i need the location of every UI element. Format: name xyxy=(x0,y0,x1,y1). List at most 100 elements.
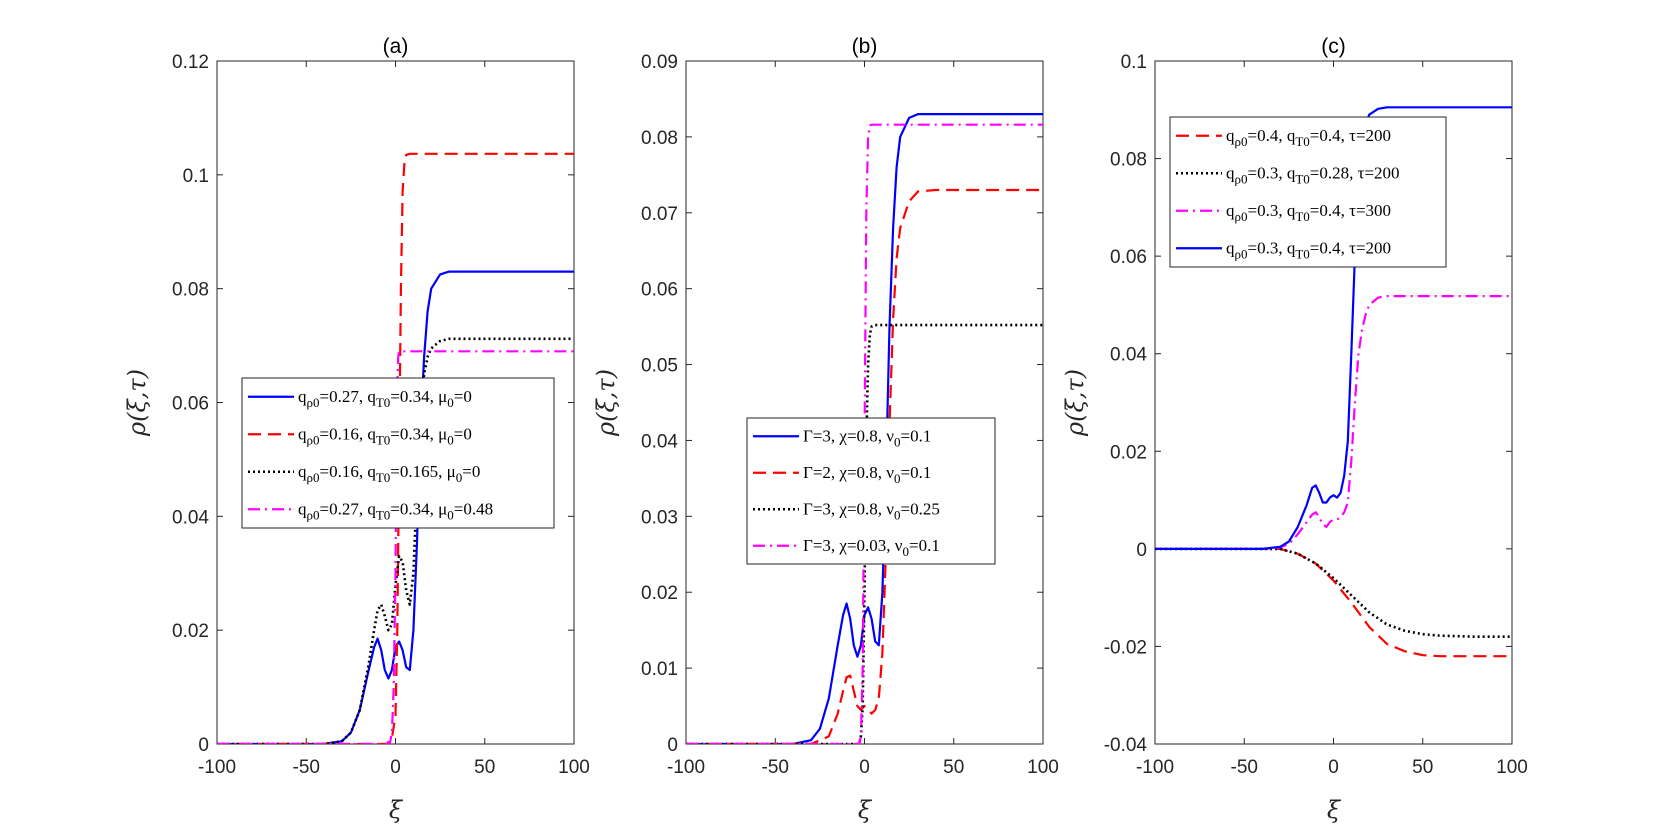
legend-subscript: 0 xyxy=(447,507,454,522)
series-line-4 xyxy=(686,123,1043,744)
y-tick-label: 0.04 xyxy=(172,507,209,528)
legend-text-part: =0.165, μ xyxy=(390,462,455,481)
legend-text-part: =0 xyxy=(454,424,472,443)
legend-text-part: =0.4, τ=200 xyxy=(1310,238,1391,257)
chart-panel-1: -100 -50 0 50 100 0 0.02 0.04 0.06 0.08 0.1 0.12 (a)… xyxy=(123,35,590,824)
legend-text-part: =0.1 xyxy=(901,463,932,482)
legend-entry-4: qρ0=0.27, qT0=0.34, μ0=0.48 xyxy=(298,499,493,522)
legend-subscript: 0 xyxy=(447,432,454,447)
legend-text-part: =0.28, τ=200 xyxy=(1310,163,1400,182)
legend-entry-2: qρ0=0.3, qT0=0.28, τ=200 xyxy=(1226,163,1400,186)
y-tick-label: 0 xyxy=(1136,540,1147,561)
panel-title: (a) xyxy=(383,35,409,58)
legend-text-part: Γ=3, χ=0.03, ν xyxy=(803,536,903,555)
y-tick-label: 0.12 xyxy=(172,52,209,73)
legend-text-part: =0.34, μ xyxy=(390,499,447,518)
legend-text-part: q xyxy=(298,387,307,406)
series-line-2 xyxy=(686,188,1043,744)
legend-subscript: ρ0 xyxy=(307,395,320,410)
legend-entry-4: Γ=3, χ=0.03, ν0=0.1 xyxy=(803,536,940,559)
x-tick-label: -50 xyxy=(1231,757,1258,778)
legend-text-part: q xyxy=(298,462,307,481)
legend-text-part: =0.27, q xyxy=(320,387,377,406)
series-line-2 xyxy=(217,152,574,744)
y-tick-label: 0.01 xyxy=(641,659,678,680)
x-tick-label: -50 xyxy=(762,757,789,778)
y-tick-label: 0.08 xyxy=(172,280,209,301)
legend-text-part: =0.1 xyxy=(909,536,940,555)
y-axis-label: ρ(ξ,τ) xyxy=(592,369,620,437)
legend-text-part: =0.16, q xyxy=(320,462,377,481)
x-tick-label: 0 xyxy=(859,757,870,778)
legend-text-part: Γ=2, χ=0.8, ν xyxy=(803,463,894,482)
x-axis-label: ξ xyxy=(1327,796,1342,824)
legend-subscript: 0 xyxy=(447,395,454,410)
panel-title: (c) xyxy=(1321,35,1346,58)
chart-panel-2: -100 -50 0 50 100 0 0.01 0.02 0.03 0.04 0.05 0.06 0.… xyxy=(592,35,1059,824)
legend-subscript: ρ0 xyxy=(1235,134,1248,149)
x-axis-label: ξ xyxy=(389,796,404,824)
legend-box xyxy=(746,417,996,565)
legend-subscript: ρ0 xyxy=(1235,246,1248,261)
y-tick-label: 0.09 xyxy=(641,52,678,73)
x-tick-label: 50 xyxy=(943,757,964,778)
legend-subscript: ρ0 xyxy=(307,432,320,447)
x-tick-label: -50 xyxy=(293,757,320,778)
legend-subscript: 0 xyxy=(894,434,901,449)
y-tick-label: 0.06 xyxy=(172,394,209,415)
y-tick-label: 0.06 xyxy=(641,280,678,301)
legend: Γ=3, χ=0.8, ν0=0.1Γ=2, χ=0.8, ν0=0.1Γ=3,… xyxy=(746,417,996,565)
panel-title: (b) xyxy=(852,35,878,58)
y-tick-label: 0.08 xyxy=(641,128,678,149)
y-axis-label: ρ(ξ,τ) xyxy=(1061,369,1089,437)
legend-text-part: Γ=3, χ=0.8, ν xyxy=(803,499,894,518)
legend-subscript: T0 xyxy=(376,395,390,410)
legend-subscript: T0 xyxy=(376,507,390,522)
legend-entry-1: Γ=3, χ=0.8, ν0=0.1 xyxy=(803,426,931,449)
y-tick-label: -0.04 xyxy=(1104,735,1148,756)
y-tick-label: 0.1 xyxy=(1121,52,1147,73)
legend-entry-1: qρ0=0.27, qT0=0.34, μ0=0 xyxy=(298,387,472,410)
legend-text-part: =0.4, τ=300 xyxy=(1310,201,1391,220)
legend-text-part: =0.3, q xyxy=(1248,163,1296,182)
legend-text-part: =0.4, τ=200 xyxy=(1310,126,1391,145)
legend-subscript: 0 xyxy=(894,507,901,522)
x-axis-label: ξ xyxy=(858,796,873,824)
y-tick-label: 0.06 xyxy=(1110,247,1147,268)
legend-subscript: 0 xyxy=(903,544,910,559)
chart-panel-3: -100 -50 0 50 100 -0.04 -0.02 0 0.02 0.04 0.06 0.08… xyxy=(1061,35,1528,824)
legend-box xyxy=(241,377,555,529)
x-tick-label: 0 xyxy=(390,757,401,778)
y-tick-label: 0.03 xyxy=(641,507,678,528)
y-tick-label: 0.04 xyxy=(1110,345,1147,366)
y-tick-label: 0 xyxy=(667,735,678,756)
legend-entry-3: qρ0=0.16, qT0=0.165, μ0=0 xyxy=(298,462,480,485)
series-line-3 xyxy=(217,337,574,744)
y-tick-label: 0.1 xyxy=(183,166,209,187)
legend-text-part: =0 xyxy=(462,462,480,481)
y-tick-label: 0.02 xyxy=(641,583,678,604)
legend-subscript: T0 xyxy=(1295,134,1309,149)
legend-entry-2: qρ0=0.16, qT0=0.34, μ0=0 xyxy=(298,424,472,447)
legend-text-part: q xyxy=(1226,163,1235,182)
y-tick-label: 0.08 xyxy=(1110,150,1147,171)
legend-text-part: =0.48 xyxy=(454,499,493,518)
legend-subscript: ρ0 xyxy=(1235,209,1248,224)
x-tick-label: 100 xyxy=(558,757,590,778)
legend-text-part: =0.34, μ xyxy=(390,387,447,406)
legend-subscript: T0 xyxy=(1295,209,1309,224)
legend-subscript: T0 xyxy=(1295,246,1309,261)
legend-entry-3: Γ=3, χ=0.8, ν0=0.25 xyxy=(803,499,940,522)
legend-text-part: q xyxy=(298,424,307,443)
legend-subscript: T0 xyxy=(1295,171,1309,186)
x-tick-label: 0 xyxy=(1328,757,1339,778)
legend-subscript: 0 xyxy=(894,471,901,486)
legend-text-part: =0.4, q xyxy=(1248,126,1296,145)
legend-text-part: q xyxy=(1226,238,1235,257)
series-line-3 xyxy=(1155,295,1512,551)
y-tick-label: 0.02 xyxy=(172,621,209,642)
series-line-1 xyxy=(1155,547,1512,658)
legend-text-part: =0.3, q xyxy=(1248,201,1296,220)
